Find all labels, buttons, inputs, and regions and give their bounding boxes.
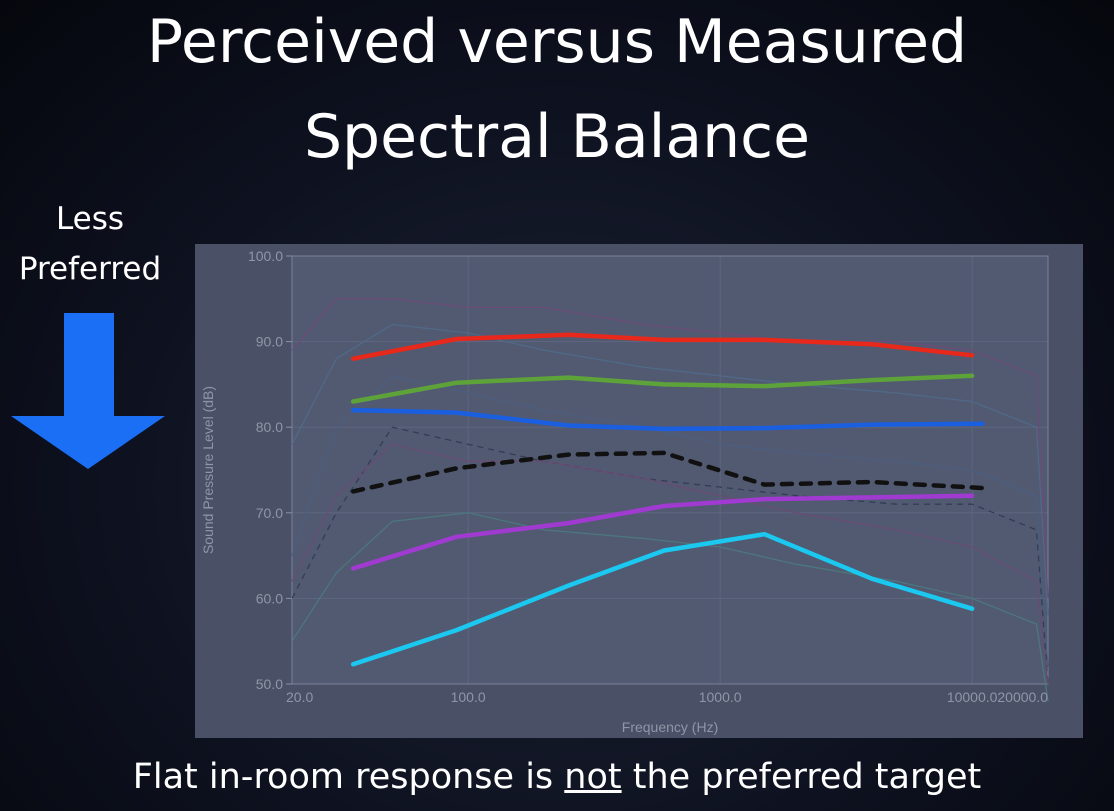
plot-border — [291, 255, 1049, 685]
down-arrow-icon — [11, 313, 165, 469]
series-line — [350, 373, 975, 404]
background-trace-line — [291, 298, 1049, 599]
plot-area — [292, 256, 1048, 684]
background-trace-line — [291, 375, 1049, 667]
x-tick-label: 10000.0 — [947, 689, 998, 705]
x-axis-label: Frequency (Hz) — [622, 719, 718, 735]
caption: Flat in-room response is not the preferr… — [0, 757, 1114, 797]
series-line — [350, 332, 975, 361]
chart: 100.0 90.0 80.0 70.0 60.0 50.020.0 100.0 1000.0… — [195, 244, 1083, 738]
series-line — [350, 531, 975, 667]
y-tick-label: 100.0 — [248, 248, 283, 264]
background-trace-line — [291, 426, 1049, 685]
background-trace-line — [291, 323, 1049, 616]
y-tick-label: 80.0 — [256, 419, 283, 435]
side-label-preferred: Preferred — [18, 251, 162, 287]
down-arrow-shape — [11, 313, 165, 469]
y-tick-label: 50.0 — [256, 676, 283, 692]
caption-text-start: Flat in-room response is — [132, 757, 565, 797]
background-trace-line — [291, 443, 1049, 685]
x-tick-label: 20.0 — [286, 689, 313, 705]
series-line — [350, 493, 975, 571]
y-tick-label: 70.0 — [256, 505, 283, 521]
y-tick-label: 90.0 — [256, 334, 283, 350]
caption-underlined-not: not — [564, 757, 622, 797]
slide-title-line-2: Spectral Balance — [303, 102, 811, 172]
x-tick-label: 100.0 — [451, 689, 486, 705]
series-line — [350, 407, 985, 432]
x-tick-label: 20000.0 — [997, 689, 1048, 705]
x-tick-label: 1000.0 — [699, 689, 742, 705]
slide-title-line-1: Perceived versus Measured — [146, 7, 968, 77]
background-trace-line — [291, 512, 1049, 702]
y-tick-label: 60.0 — [256, 590, 283, 606]
series-line — [350, 450, 985, 494]
side-label-less: Less — [55, 201, 125, 237]
y-axis-label: Sound Pressure Level (dB) — [200, 386, 216, 554]
caption-text-end: the preferred target — [621, 757, 982, 797]
